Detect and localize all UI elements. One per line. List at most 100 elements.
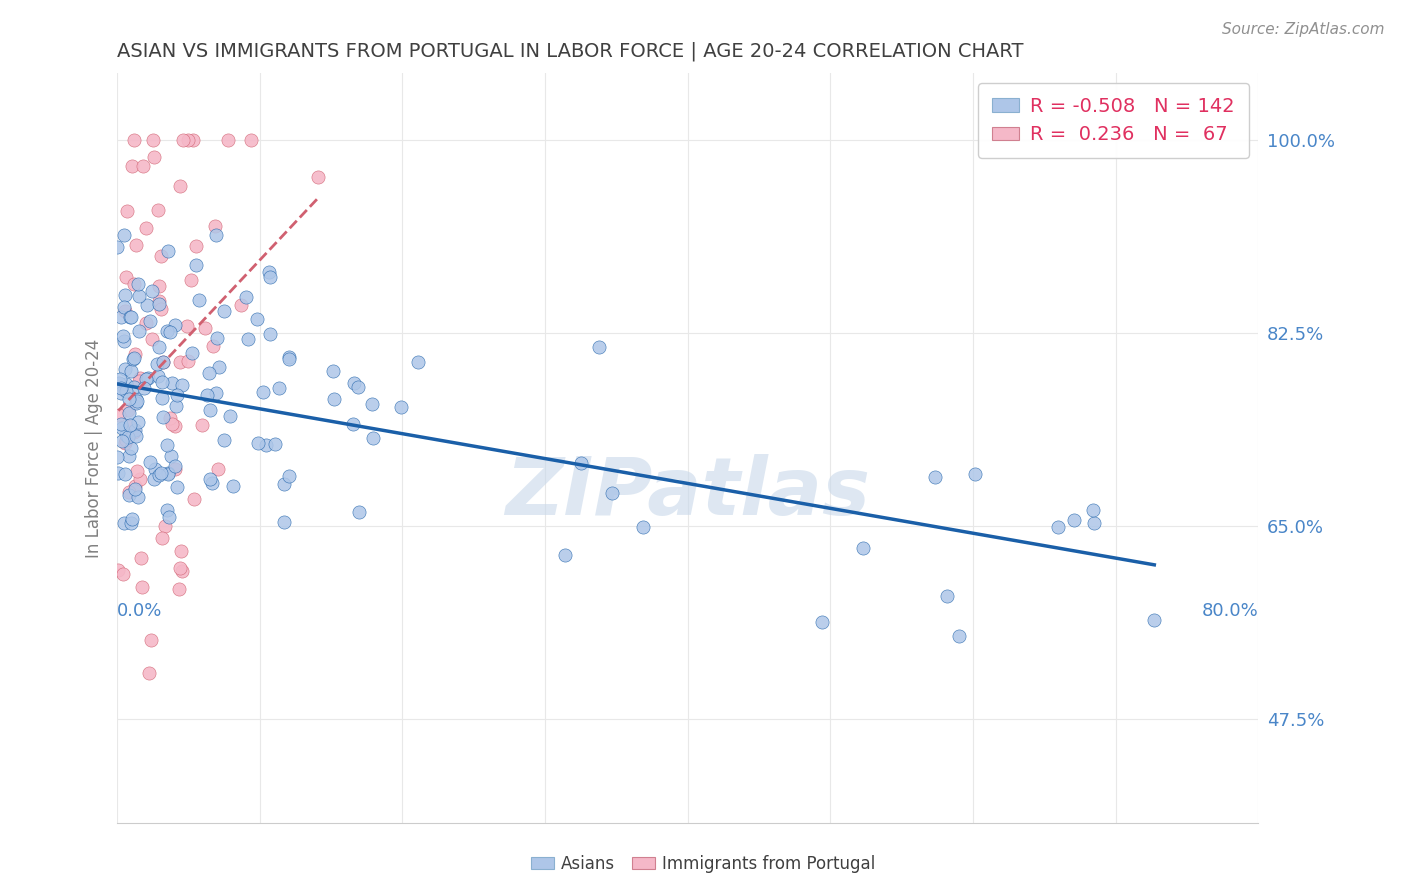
Point (156, 438, 179, 452)
Point (198, 367, 221, 381)
Point (118, 392, 141, 406)
Point (136, 298, 159, 312)
Point (157, 467, 180, 481)
Point (239, 133, 262, 147)
Point (322, 363, 344, 377)
Point (247, 436, 270, 450)
Point (160, 450, 183, 464)
Point (108, 408, 131, 422)
Point (138, 666, 160, 681)
Point (114, 303, 136, 318)
Point (121, 159, 143, 173)
Point (205, 386, 228, 401)
Point (128, 324, 150, 338)
Point (1083, 516, 1105, 530)
Point (129, 550, 152, 565)
Point (180, 273, 202, 287)
Point (166, 480, 188, 494)
Point (183, 492, 205, 507)
Point (110, 310, 132, 325)
Point (160, 376, 183, 390)
Point (1081, 503, 1104, 517)
Point (159, 325, 181, 339)
Point (120, 516, 142, 530)
Point (343, 376, 366, 390)
Point (115, 203, 138, 218)
Point (169, 178, 191, 193)
Point (148, 467, 170, 482)
Point (347, 505, 370, 519)
Point (108, 371, 131, 385)
Point (235, 290, 257, 304)
Point (167, 582, 190, 596)
Point (259, 327, 281, 342)
Point (1143, 613, 1166, 627)
Point (112, 301, 135, 315)
Point (156, 325, 179, 339)
Point (191, 417, 214, 432)
Point (143, 150, 166, 164)
Point (198, 472, 221, 486)
Point (120, 442, 142, 456)
Point (406, 354, 429, 368)
Point (277, 351, 299, 366)
Point (118, 449, 141, 463)
Point (143, 462, 166, 476)
Point (810, 615, 832, 629)
Point (157, 244, 180, 258)
Point (180, 346, 202, 360)
Point (125, 238, 148, 252)
Y-axis label: In Labor Force | Age 20-24: In Labor Force | Age 20-24 (86, 339, 103, 558)
Point (207, 462, 229, 476)
Point (588, 340, 610, 354)
Point (176, 318, 198, 333)
Point (150, 391, 173, 405)
Point (122, 351, 145, 366)
Point (208, 360, 231, 375)
Point (146, 368, 169, 383)
Text: Source: ZipAtlas.com: Source: ZipAtlas.com (1222, 22, 1385, 37)
Point (114, 428, 136, 442)
Point (120, 364, 142, 378)
Point (201, 475, 224, 490)
Point (156, 503, 179, 517)
Point (342, 417, 364, 432)
Point (259, 270, 281, 285)
Point (554, 548, 576, 562)
Point (212, 433, 235, 447)
Point (107, 450, 129, 464)
Point (252, 384, 274, 399)
Point (125, 464, 148, 478)
Point (114, 361, 136, 376)
Point (124, 479, 146, 493)
Point (166, 388, 188, 402)
Point (124, 133, 146, 147)
Point (218, 409, 240, 424)
Point (128, 471, 150, 485)
Point (157, 510, 180, 524)
Text: ASIAN VS IMMIGRANTS FROM PORTUGAL IN LABOR FORCE | AGE 20-24 CORRELATION CHART: ASIAN VS IMMIGRANTS FROM PORTUGAL IN LAB… (117, 42, 1024, 62)
Point (124, 423, 146, 437)
Point (165, 318, 187, 332)
Point (323, 392, 346, 406)
Point (110, 381, 132, 395)
Point (122, 380, 145, 394)
Point (105, 240, 128, 254)
Point (195, 388, 218, 402)
Point (165, 458, 187, 473)
Point (204, 219, 226, 233)
Point (134, 381, 156, 395)
Point (633, 520, 655, 534)
Point (142, 472, 165, 486)
Point (169, 354, 191, 368)
Point (150, 302, 173, 317)
Point (201, 339, 224, 353)
Point (169, 561, 191, 575)
Point (114, 467, 136, 481)
Point (263, 437, 285, 451)
Point (246, 312, 269, 326)
Point (114, 384, 136, 398)
Point (170, 544, 193, 558)
Point (115, 377, 138, 392)
Point (125, 396, 148, 410)
